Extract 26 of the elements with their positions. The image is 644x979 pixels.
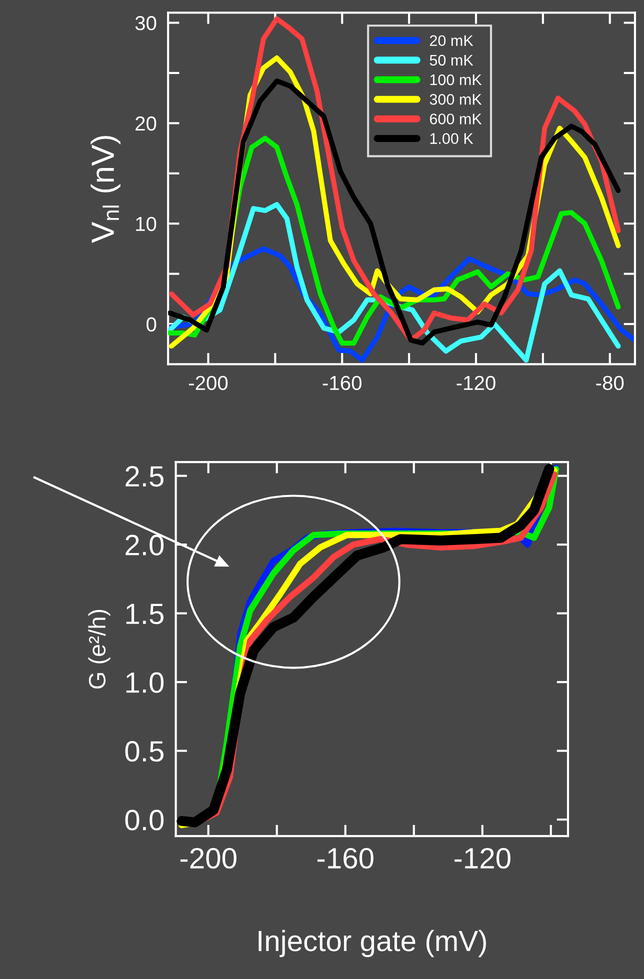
y-tick-label: 10 [136, 216, 156, 232]
x-tick-label: -200 [188, 376, 228, 390]
y-tick-label: 2.5 [126, 466, 164, 487]
x-tick-label: -120 [456, 376, 496, 390]
y-tick-label: 1.5 [126, 604, 164, 624]
y-tick-label: 20 [136, 116, 156, 131]
legend-label: 20 mK [430, 35, 474, 46]
legend-label: 50 mK [430, 54, 474, 66]
x-tick-label: -160 [322, 376, 362, 390]
legend-label: 600 mK [430, 114, 482, 124]
x-axis-title: Injector gate (mV) [258, 930, 486, 958]
y-axis-title: G (e²/h) [88, 610, 110, 689]
y-axis-title: V$_{nl}$ (nV) [90, 136, 120, 243]
x-tick-label: -120 [454, 848, 510, 869]
legend-label: 1.00 K [430, 133, 474, 144]
y-tick-label: 0.0 [125, 810, 164, 830]
y-tick-label: 2.0 [126, 534, 164, 556]
y-tick-label: 30 [135, 16, 156, 30]
x-tick-label: -200 [180, 848, 236, 869]
x-tick-label: -80 [596, 376, 624, 390]
y-tick-label: 1.0 [126, 672, 164, 693]
legend-label: 100 mK [430, 74, 482, 86]
y-tick-label: 0 [146, 317, 156, 332]
legend-label: 300 mK [430, 94, 482, 105]
y-tick-label: 0.5 [125, 741, 164, 762]
x-tick-label: -160 [317, 848, 374, 869]
